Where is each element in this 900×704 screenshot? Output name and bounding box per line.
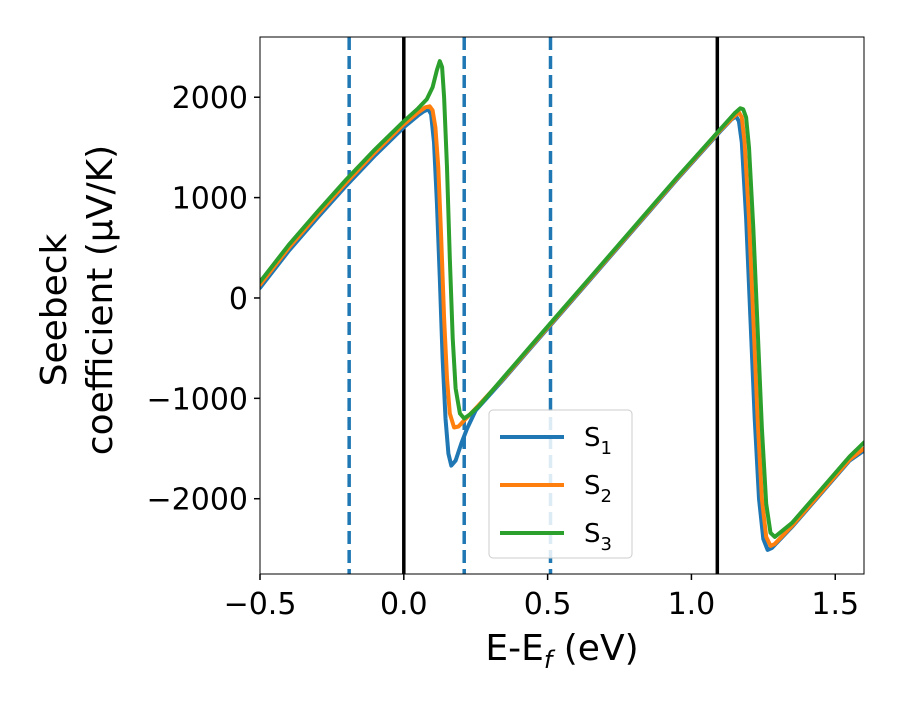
- plot-frame: [259, 36, 865, 575]
- y-axis-label-line2: coefficient (μV/K): [80, 145, 121, 455]
- series-line-s3: [260, 59, 864, 539]
- legend: S1 S2 S3: [488, 409, 633, 559]
- x-axis-ticks: −0.5 0.0 0.5 1.0 1.5: [224, 574, 859, 622]
- y-tick-label: 0: [229, 282, 248, 317]
- legend-label-s1: S1: [584, 423, 612, 459]
- legend-label-s3: S3: [584, 519, 612, 555]
- y-tick-label: 2000: [172, 81, 248, 116]
- x-tick-label: 1.0: [668, 587, 716, 622]
- y-tick-label: −1000: [147, 382, 248, 417]
- y-tick-label: 1000: [172, 182, 248, 217]
- y-axis-label-line1: Seebeck: [34, 233, 75, 386]
- y-tick-label: −2000: [147, 483, 248, 518]
- x-axis-label: E-Ef (eV): [485, 628, 638, 674]
- series-lines: [260, 59, 864, 552]
- x-tick-label: 1.5: [811, 587, 859, 622]
- legend-label-s2: S2: [584, 471, 612, 507]
- x-tick-label: −0.5: [224, 587, 297, 622]
- x-tick-label: 0.0: [380, 587, 428, 622]
- x-tick-label: 0.5: [524, 587, 572, 622]
- y-axis-ticks: 2000 1000 0 −1000 −2000: [147, 81, 260, 518]
